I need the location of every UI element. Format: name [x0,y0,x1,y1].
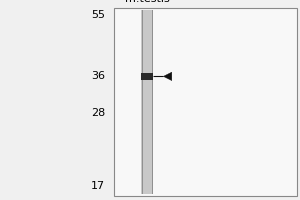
Polygon shape [164,72,172,81]
Text: m.testis: m.testis [124,0,169,4]
Bar [152,10,153,194]
Bar [114,8,297,196]
Text: 28: 28 [91,108,105,118]
Text: 55: 55 [91,10,105,20]
Bar [142,10,143,194]
Text: 36: 36 [91,71,105,81]
Text: 17: 17 [91,181,105,191]
Bar [141,73,153,80]
Bar [141,10,153,194]
